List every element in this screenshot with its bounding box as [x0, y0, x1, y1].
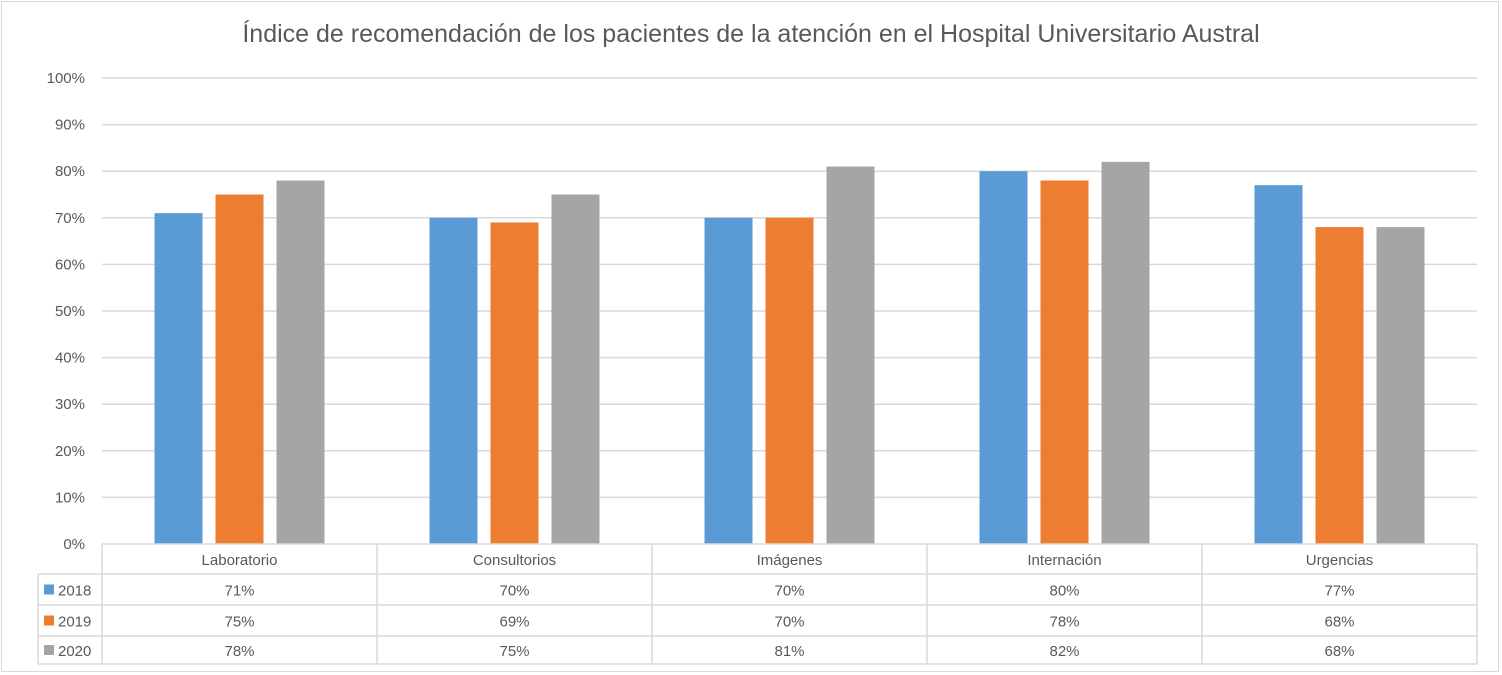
- y-tick-label: 90%: [55, 117, 85, 134]
- category-label: Laboratorio: [202, 552, 278, 569]
- y-tick-label: 20%: [55, 443, 85, 460]
- category-label: Consultorios: [473, 552, 556, 569]
- data-label: 70%: [499, 583, 529, 600]
- bars: [154, 161, 1425, 545]
- y-tick-label: 100%: [47, 70, 85, 87]
- data-label: 78%: [224, 643, 254, 660]
- data-label: 68%: [1324, 614, 1354, 631]
- data-label: 75%: [499, 643, 529, 660]
- bar-2019-Laboratorio: [215, 194, 264, 544]
- data-label: 69%: [499, 614, 529, 631]
- category-label: Internación: [1027, 552, 1101, 569]
- data-label: 68%: [1324, 643, 1354, 660]
- data-label: 82%: [1049, 643, 1079, 660]
- y-tick-label: 70%: [55, 210, 85, 227]
- legend-key-2019: [44, 615, 54, 626]
- bar-2020-Urgencias: [1376, 227, 1425, 544]
- y-axis-ticks: 0% 10% 20% 30% 40% 50% 60% 70% 80% 90% 100%: [47, 70, 85, 553]
- bar-2020-Consultorios: [551, 194, 600, 544]
- data-table: Laboratorio Consultorios Imágenes Internaci…: [37, 543, 1478, 665]
- legend-label: 2020: [58, 643, 91, 660]
- data-label: 81%: [774, 643, 804, 660]
- bar-2018-Imágenes: [704, 217, 753, 545]
- legend-label: 2019: [58, 614, 91, 631]
- category-label: Imágenes: [757, 552, 823, 569]
- data-label: 70%: [774, 583, 804, 600]
- gridlines: [102, 77, 1477, 499]
- data-label: 71%: [224, 583, 254, 600]
- chart-title: Índice de recomendación de los pacientes…: [242, 20, 1260, 48]
- bar-2020-Internación: [1101, 161, 1150, 544]
- bar-2019-Consultorios: [490, 222, 539, 544]
- y-tick-label: 60%: [55, 256, 85, 273]
- y-tick-label: 0%: [63, 536, 85, 553]
- data-label: 77%: [1324, 583, 1354, 600]
- y-tick-label: 30%: [55, 396, 85, 413]
- category-label: Urgencias: [1306, 552, 1374, 569]
- data-label: 80%: [1049, 583, 1079, 600]
- bar-2020-Laboratorio: [276, 180, 325, 544]
- data-label: 78%: [1049, 614, 1079, 631]
- bar-2019-Internación: [1040, 180, 1089, 544]
- data-label: 75%: [224, 614, 254, 631]
- legend-label: 2018: [58, 583, 91, 600]
- y-tick-label: 80%: [55, 163, 85, 180]
- bar-2019-Imágenes: [765, 217, 814, 545]
- bar-2018-Consultorios: [429, 217, 478, 545]
- bar-2020-Imágenes: [826, 166, 875, 545]
- bar-2018-Laboratorio: [154, 213, 203, 544]
- y-tick-label: 50%: [55, 303, 85, 320]
- data-label: 70%: [774, 614, 804, 631]
- y-tick-label: 10%: [55, 489, 85, 506]
- legend-key-2018: [44, 584, 54, 595]
- bar-2019-Urgencias: [1315, 227, 1364, 544]
- y-tick-label: 40%: [55, 350, 85, 367]
- bar-2018-Internación: [979, 171, 1028, 544]
- legend-key-2020: [44, 645, 54, 655]
- bar-2018-Urgencias: [1254, 185, 1303, 544]
